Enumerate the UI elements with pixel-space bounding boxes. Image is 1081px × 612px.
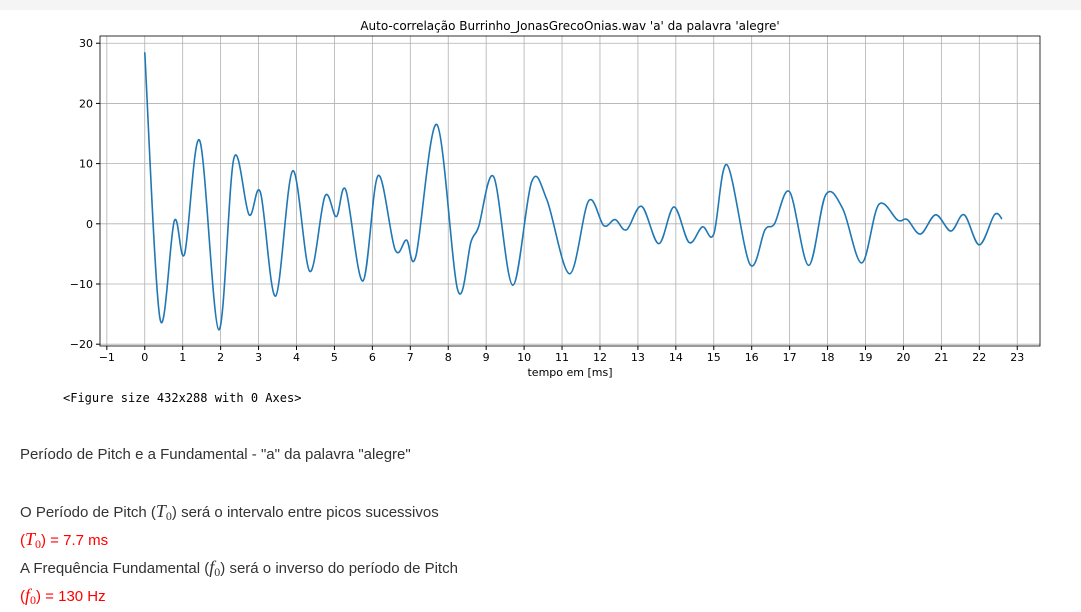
x-tick-label: 22 [972,351,986,364]
x-tick-label: 2 [217,351,224,364]
note-line: A Frequência Fundamental (f0) será o inv… [20,556,458,584]
x-tick-label: 23 [1010,351,1024,364]
x-tick-label: 14 [669,351,683,364]
note-line: (T0) = 7.7 ms [20,528,458,556]
x-tick-label: 9 [483,351,490,364]
x-tick-label: 10 [517,351,531,364]
x-tick-label: 18 [821,351,835,364]
x-tick-label: −1 [99,351,115,364]
x-tick-label: 17 [783,351,797,364]
note-after: ) será o intervalo entre picos sucessivo… [171,504,439,521]
x-axis-label: tempo em [ms] [527,366,612,379]
note-symbol: T [155,501,166,521]
note-sub: 0 [214,565,221,579]
y-tick-label: 30 [79,37,93,50]
x-tick-label: 8 [445,351,452,364]
x-tick-label: 15 [707,351,721,364]
note-after: ) será o inverso do período de Pitch [220,560,458,577]
note-sub: 0 [165,509,172,523]
note-before: ( [20,532,25,549]
x-tick-label: 6 [369,351,376,364]
y-tick-label: 10 [79,158,93,171]
x-tick-label: 0 [141,351,148,364]
x-tick-label: 19 [859,351,873,364]
note-after: ) = 130 Hz [36,588,106,605]
x-tick-label: 20 [896,351,910,364]
y-tick-label: 20 [79,97,93,110]
note-symbol: f [25,585,31,605]
note-before: O Período de Pitch ( [20,504,156,521]
x-tick-label: 7 [407,351,414,364]
note-after: ) = 7.7 ms [41,532,109,549]
chart: Auto-correlação Burrinho_JonasGrecoOnias… [70,19,1041,379]
plot-frame [99,35,1041,347]
x-tick-label: 1 [179,351,186,364]
x-tick-label: 16 [745,351,759,364]
x-tick-label: 4 [293,351,300,364]
y-tick-label: −10 [70,278,93,291]
note-before: ( [20,588,25,605]
cell-bar [0,0,1081,10]
markdown-cell: Período de Pitch e a Fundamental - "a" d… [20,444,458,612]
figure-output: <Figure size 432x288 with 0 Axes> [63,391,302,405]
x-tick-label: 3 [255,351,262,364]
x-tick-label: 11 [555,351,569,364]
x-tick-label: 21 [934,351,948,364]
x-tick-label: 5 [331,351,338,364]
note-line: O Período de Pitch (T0) será o intervalo… [20,500,458,528]
heading: Período de Pitch e a Fundamental - "a" d… [20,446,411,463]
chart-title: Auto-correlação Burrinho_JonasGrecoOnias… [360,19,779,33]
data-line [143,52,1003,331]
note-sub: 0 [35,537,42,551]
spacer [20,472,458,500]
y-tick-label: −20 [70,338,93,351]
note-symbol: T [25,529,36,549]
note-sub: 0 [30,593,37,607]
note-line: (f0) = 130 Hz [20,584,458,612]
x-tick-label: 12 [593,351,607,364]
y-tick-label: 0 [86,218,93,231]
note-symbol: f [209,557,215,577]
x-tick-label: 13 [631,351,645,364]
note-before: A Frequência Fundamental ( [20,560,210,577]
